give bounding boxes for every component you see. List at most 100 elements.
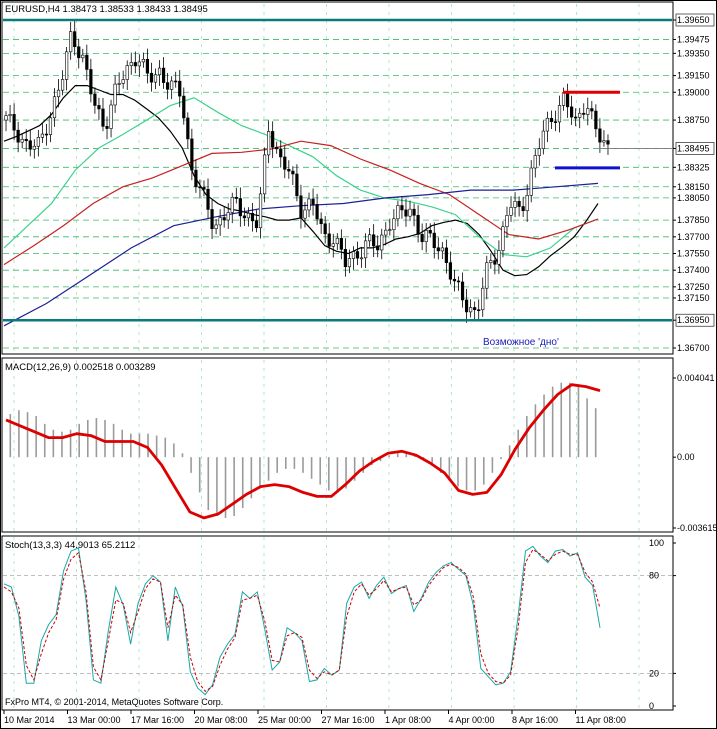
price-tick-label: 1.37250 xyxy=(677,282,710,292)
candle-body xyxy=(428,230,432,234)
time-tick-label: 27 Mar 16:00 xyxy=(322,715,375,725)
candle-body xyxy=(388,229,392,231)
candle-body xyxy=(525,195,529,212)
candle-body xyxy=(400,205,404,211)
price-tick-label: 1.39650 xyxy=(677,15,710,25)
candle-body xyxy=(210,209,214,230)
candle-body xyxy=(319,218,323,225)
candle-body xyxy=(56,89,61,98)
candle-body xyxy=(198,186,202,189)
candle-body xyxy=(477,309,481,312)
candle-body xyxy=(513,200,517,208)
price-tick-label: 1.37400 xyxy=(677,265,710,275)
candle-body xyxy=(271,131,275,148)
candle-body xyxy=(440,247,444,252)
candle-body xyxy=(582,112,586,115)
price-levels xyxy=(3,18,672,322)
price-candles xyxy=(4,20,610,323)
candle-body xyxy=(8,114,12,116)
candle-body xyxy=(359,257,364,260)
candle-body xyxy=(178,80,182,97)
candle-body xyxy=(109,104,113,129)
candle-body xyxy=(347,258,352,268)
candle-body xyxy=(351,251,356,259)
candle-body xyxy=(384,229,388,236)
candle-body xyxy=(343,249,347,268)
candle-body xyxy=(69,31,73,53)
time-tick-label: 8 Apr 16:00 xyxy=(512,715,558,725)
candle-body xyxy=(368,234,372,242)
candle-body xyxy=(254,220,259,229)
candle-body xyxy=(161,67,166,83)
candle-body xyxy=(105,126,109,129)
price-tick-label: 1.36950 xyxy=(677,315,710,325)
price-tick-label: 1.38050 xyxy=(677,193,710,203)
time-tick-label: 10 Mar 2014 xyxy=(4,715,55,725)
candle-body xyxy=(170,80,174,90)
candle-body xyxy=(469,307,473,313)
price-tick-label: 1.36700 xyxy=(677,343,710,353)
candle-body xyxy=(396,205,400,220)
candle-body xyxy=(73,31,77,48)
candle-body xyxy=(133,62,137,67)
candle-body xyxy=(117,83,121,85)
candle-body xyxy=(60,79,65,91)
candle-body xyxy=(262,154,267,195)
price-panel xyxy=(1,1,674,355)
candle-body xyxy=(81,54,85,59)
candle-body xyxy=(52,96,57,119)
candle-body xyxy=(218,217,222,226)
stoch-signal-line xyxy=(3,548,601,692)
candle-body xyxy=(372,234,376,247)
candle-body xyxy=(28,140,32,150)
candle-body xyxy=(432,232,436,249)
candle-body xyxy=(279,148,283,158)
candle-body xyxy=(553,121,558,123)
price-tick-label: 1.39150 xyxy=(677,71,710,81)
price-tick-label: 1.37550 xyxy=(677,248,710,258)
stoch-tick-label: 20 xyxy=(649,668,659,678)
time-tick-label: 11 Apr 08:00 xyxy=(576,715,626,725)
candle-body xyxy=(464,299,469,313)
candle-body xyxy=(44,133,49,136)
candle-body xyxy=(501,226,505,251)
candle-body xyxy=(283,156,287,170)
candle-body xyxy=(586,108,590,115)
candle-body xyxy=(380,234,384,251)
candle-body xyxy=(85,54,89,70)
candle-body xyxy=(65,51,69,80)
candle-body xyxy=(16,129,20,143)
candle-body xyxy=(444,247,448,263)
candle-body xyxy=(32,145,36,150)
candle-body xyxy=(137,61,141,67)
candle-body xyxy=(533,155,537,169)
candle-body xyxy=(226,212,230,221)
candle-body xyxy=(234,196,238,199)
candle-body xyxy=(77,46,81,59)
candle-body xyxy=(97,105,101,110)
candle-body xyxy=(436,247,440,252)
candle-body xyxy=(121,79,125,84)
macd-tick-label: 0.004041 xyxy=(677,373,715,383)
candle-body xyxy=(24,138,28,142)
candle-body xyxy=(20,138,24,143)
candle-body xyxy=(570,106,574,118)
candle-body xyxy=(517,200,521,207)
candle-body xyxy=(303,209,307,219)
candle-body xyxy=(299,195,303,219)
price-tick-label: 1.38150 xyxy=(677,182,710,192)
candle-body xyxy=(541,130,545,150)
symbol-info: EURUSD,H4 1.38473 1.38533 1.38433 1.3849… xyxy=(5,4,208,15)
price-tick-label: 1.38495 xyxy=(677,143,710,153)
candle-body xyxy=(125,65,129,80)
candle-body xyxy=(416,214,420,235)
candle-body xyxy=(493,260,497,265)
macd-axis: 0.004041 0.00 -0.003615 xyxy=(673,373,717,533)
candle-body xyxy=(448,262,453,280)
time-tick-label: 13 Mar 00:00 xyxy=(68,715,121,725)
stoch-tick-label: 0 xyxy=(649,701,654,711)
candle-body xyxy=(287,169,291,172)
ma-slow-line xyxy=(3,140,599,266)
candle-body xyxy=(291,170,295,175)
